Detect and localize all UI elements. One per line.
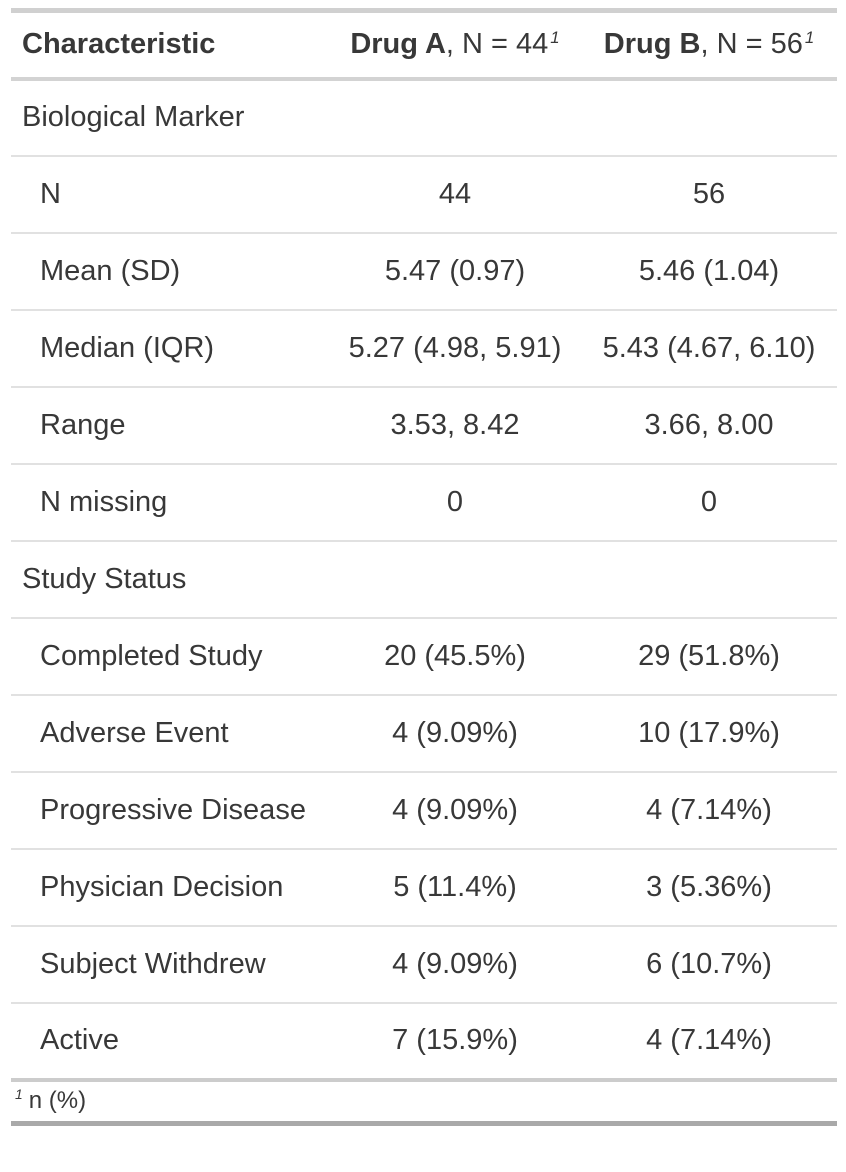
- row-label: N: [40, 177, 61, 210]
- row-label: Completed Study: [40, 639, 263, 672]
- drug-b-value: 56: [692, 177, 726, 210]
- row-label: Adverse Event: [40, 716, 229, 749]
- table-header: Characteristic Drug A, N = 44 1 Drug B, N…: [11, 10, 837, 79]
- group-row: Study Status: [11, 540, 837, 618]
- column-header-drug-a: Drug A, N = 44 1: [329, 11, 581, 79]
- table-body: Biological Marker N 44 56 Mean (SD) 5.47…: [11, 79, 837, 1080]
- drug-b-value: 4 (7.14%): [646, 1024, 772, 1056]
- drug-b-footnote-mark: 1: [804, 27, 815, 47]
- group-row: Biological Marker: [11, 79, 837, 156]
- drug-a-value: 4 (9.09%): [392, 793, 518, 826]
- drug-b-name: Drug B: [603, 28, 701, 61]
- column-header-drug-b: Drug B, N = 56 1: [581, 11, 837, 79]
- row-label: Biological Marker: [22, 101, 245, 133]
- drug-b-value: 3 (5.36%): [646, 870, 772, 903]
- drug-a-n-label: , N = 44: [445, 28, 549, 61]
- drug-b-value: [581, 541, 837, 618]
- drug-b-value: 6 (10.7%): [646, 947, 772, 980]
- drug-a-value: 5.47 (0.97): [384, 254, 526, 287]
- row-label: Range: [40, 408, 126, 441]
- footnote-row: 1 n (%): [11, 1079, 837, 1124]
- row-label: Median (IQR): [40, 331, 215, 364]
- drug-b-value: [581, 79, 837, 156]
- table-row: Progressive Disease 4 (9.09%) 4 (7.14%): [11, 771, 837, 849]
- drug-a-value: 7 (15.9%): [392, 1024, 518, 1056]
- drug-b-value: 5.46 (1.04): [638, 254, 780, 287]
- drug-a-value: 4 (9.09%): [392, 716, 518, 749]
- drug-a-value: 44: [438, 177, 472, 210]
- table-row: Active 7 (15.9%) 4 (7.14%): [11, 1002, 837, 1080]
- table-row: Physician Decision 5 (11.4%) 3 (5.36%): [11, 848, 837, 926]
- table-row: Subject Withdrew 4 (9.09%) 6 (10.7%): [11, 925, 837, 1003]
- footnote: 1 n (%): [11, 1080, 837, 1124]
- footnote-mark: 1: [15, 1086, 23, 1103]
- drug-b-value: 3.66, 8.00: [644, 408, 774, 441]
- drug-b-value: 0: [700, 485, 718, 518]
- drug-a-value: 5.27 (4.98, 5.91): [348, 331, 562, 364]
- drug-b-value: 4 (7.14%): [646, 793, 772, 826]
- table-row: Median (IQR) 5.27 (4.98, 5.91) 5.43 (4.6…: [11, 309, 837, 387]
- table-row: Completed Study 20 (45.5%) 29 (51.8%): [11, 617, 837, 695]
- drug-comparison-table: Characteristic Drug A, N = 44 1 Drug B, N…: [11, 8, 837, 1126]
- summary-table: Characteristic Drug A, N = 44 1 Drug B, N…: [11, 8, 837, 1126]
- drug-a-value: [329, 79, 581, 156]
- row-label: Progressive Disease: [40, 793, 306, 826]
- drug-b-value: 10 (17.9%): [638, 716, 780, 749]
- drug-b-value: 5.43 (4.67, 6.10): [602, 331, 816, 364]
- table-footer: 1 n (%): [11, 1079, 837, 1124]
- drug-a-value: 5 (11.4%): [393, 870, 517, 903]
- drug-a-value: 20 (45.5%): [384, 639, 526, 672]
- drug-b-value: 29 (51.8%): [638, 639, 780, 672]
- row-label: Study Status: [22, 562, 187, 595]
- row-label: Mean (SD): [40, 254, 181, 287]
- table-row: N 44 56: [11, 155, 837, 233]
- drug-a-value: 0: [446, 485, 464, 518]
- table-row: Range 3.53, 8.42 3.66, 8.00: [11, 386, 837, 464]
- drug-a-footnote-mark: 1: [550, 27, 560, 47]
- table-row: Adverse Event 4 (9.09%) 10 (17.9%): [11, 694, 837, 772]
- column-header-characteristic: Characteristic: [22, 28, 216, 61]
- header-row: Characteristic Drug A, N = 44 1 Drug B, N…: [11, 10, 837, 79]
- row-label: Subject Withdrew: [40, 947, 266, 980]
- drug-a-name: Drug A: [350, 28, 446, 61]
- table-row: N missing 0 0: [11, 463, 837, 541]
- row-label: Active: [40, 1024, 119, 1056]
- row-label: Physician Decision: [40, 870, 284, 903]
- drug-a-value: [329, 541, 581, 618]
- drug-a-value: 4 (9.09%): [392, 947, 518, 980]
- row-label: N missing: [40, 485, 168, 518]
- footnote-text: n (%): [28, 1087, 87, 1115]
- drug-a-value: 3.53, 8.42: [390, 408, 520, 441]
- drug-b-n-label: , N = 56: [700, 28, 803, 61]
- table-row: Mean (SD) 5.47 (0.97) 5.46 (1.04): [11, 232, 837, 310]
